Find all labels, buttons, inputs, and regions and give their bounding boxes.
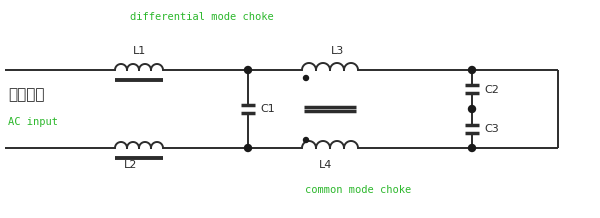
Text: C3: C3 [484, 124, 499, 133]
Text: L2: L2 [124, 160, 137, 170]
Text: L4: L4 [319, 160, 332, 170]
Circle shape [245, 66, 251, 73]
Text: L3: L3 [331, 46, 344, 56]
Circle shape [469, 66, 476, 73]
Text: 交流输入: 交流输入 [8, 87, 44, 102]
Circle shape [469, 145, 476, 152]
Text: L1: L1 [133, 46, 146, 56]
Text: AC input: AC input [8, 117, 58, 127]
Text: C1: C1 [260, 104, 275, 114]
Circle shape [245, 145, 251, 152]
Circle shape [304, 75, 308, 80]
Text: common mode choke: common mode choke [305, 185, 411, 195]
Text: differential mode choke: differential mode choke [130, 12, 274, 22]
Circle shape [304, 138, 308, 143]
Text: C2: C2 [484, 85, 499, 94]
Circle shape [469, 106, 476, 112]
